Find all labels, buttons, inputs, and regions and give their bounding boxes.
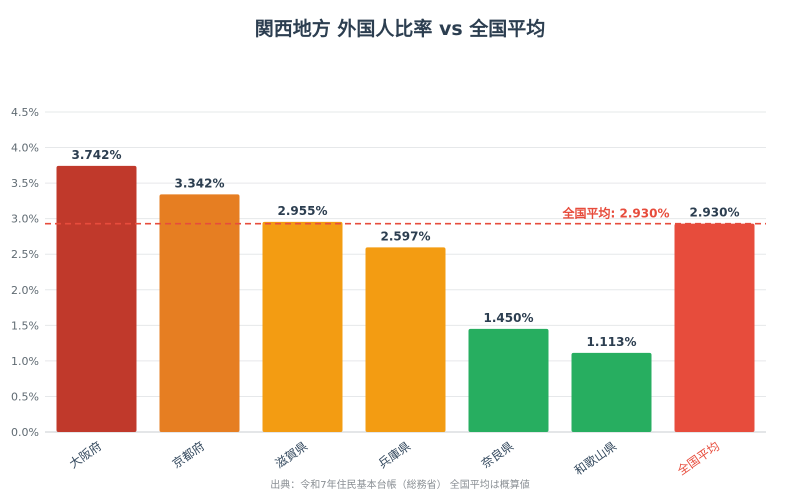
y-tick-label: 1.5% xyxy=(11,319,39,332)
y-tick-label: 3.0% xyxy=(11,213,39,226)
y-tick-label: 4.0% xyxy=(11,142,39,155)
value-labels: 3.742% 3.342% 2.955% 2.597% 1.450% 1.113% 2.93… xyxy=(72,148,740,349)
reference-line-label: 全国平均: 2.930% xyxy=(562,206,670,221)
y-tick-label: 4.5% xyxy=(11,106,39,119)
bar xyxy=(159,194,240,432)
bar xyxy=(56,165,137,432)
y-axis: 0.0% 0.5% 1.0% 1.5% 2.0% 2.5% 3.0% 3.5% 4.0% 4.5% xyxy=(11,106,39,439)
y-tick-label: 2.0% xyxy=(11,284,39,297)
bar xyxy=(365,247,446,432)
y-tick-label: 0.0% xyxy=(11,426,39,439)
y-tick-label: 3.5% xyxy=(11,177,39,190)
bar xyxy=(262,221,343,432)
source-note: 出典：令和7年住民基本台帳（総務省） 全国平均は概算値 xyxy=(270,480,530,491)
data-label: 3.742% xyxy=(72,148,122,162)
y-tick-label: 1.0% xyxy=(11,355,39,368)
y-tick-label: 0.5% xyxy=(11,390,39,403)
x-tick-label: 兵庫県 xyxy=(376,439,414,471)
reference-line-group: 全国平均: 2.930% xyxy=(45,206,766,225)
data-label: 1.113% xyxy=(587,335,637,349)
data-label: 1.450% xyxy=(484,311,534,325)
data-label: 2.955% xyxy=(278,204,328,218)
bar xyxy=(571,352,652,432)
x-tick-label: 滋賀県 xyxy=(273,439,311,471)
bars xyxy=(56,165,755,432)
data-label: 2.930% xyxy=(690,206,740,220)
x-tick-label: 全国平均 xyxy=(674,438,722,478)
x-tick-label: 和歌山県 xyxy=(571,438,619,478)
x-tick-label: 京都府 xyxy=(169,438,207,471)
x-axis: 大阪府 京都府 滋賀県 兵庫県 奈良県 和歌山県 全国平均 xyxy=(66,438,722,478)
x-tick-label: 大阪府 xyxy=(66,438,104,471)
y-tick-label: 2.5% xyxy=(11,248,39,261)
bar xyxy=(468,328,549,432)
data-label: 3.342% xyxy=(175,176,225,190)
data-label: 2.597% xyxy=(381,229,431,243)
chart-title: 関西地方 外国人比率 vs 全国平均 xyxy=(254,18,546,40)
x-tick-label: 奈良県 xyxy=(478,438,516,471)
bar xyxy=(674,223,755,432)
